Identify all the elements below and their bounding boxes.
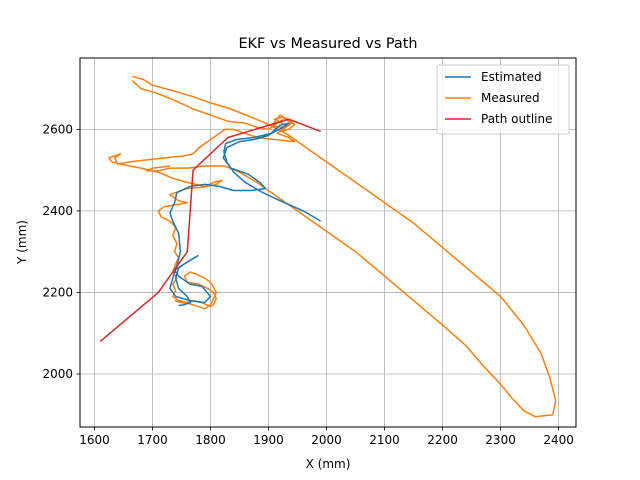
x-axis-label: X (mm) [306, 457, 351, 471]
y-axis: 2000 2200 2400 2600 [42, 122, 80, 381]
series-line-measured-loop [131, 75, 557, 418]
x-tick-label: 1600 [79, 433, 110, 447]
y-tick-label: 2400 [42, 204, 73, 218]
legend-label-path-outline: Path outline [481, 112, 552, 126]
x-tick-label: 2400 [543, 433, 574, 447]
series-line-estimated [169, 122, 322, 307]
legend: Estimated Measured Path outline [436, 64, 570, 135]
plot-area [99, 75, 557, 418]
series-line-path-outline [99, 118, 321, 342]
x-tick-label: 2300 [485, 433, 516, 447]
x-tick-label: 2200 [427, 433, 458, 447]
legend-label-estimated: Estimated [481, 70, 542, 84]
legend-box [436, 64, 570, 135]
y-tick-label: 2000 [42, 367, 73, 381]
x-tick-label: 1700 [137, 433, 168, 447]
x-tick-label: 2100 [369, 433, 400, 447]
x-tick-label: 1900 [253, 433, 284, 447]
x-tick-label: 1800 [195, 433, 226, 447]
y-tick-label: 2200 [42, 285, 73, 299]
x-tick-label: 2000 [311, 433, 342, 447]
series-line-measured [108, 79, 296, 310]
y-axis-label: Y (mm) [15, 220, 29, 265]
y-tick-label: 2600 [42, 122, 73, 136]
axes-frame [79, 57, 577, 428]
x-axis: 1600 1700 1800 1900 2000 2100 2200 2300 2400 [79, 427, 574, 447]
legend-label-measured: Measured [481, 91, 540, 105]
chart-title: EKF vs Measured vs Path [238, 36, 417, 52]
